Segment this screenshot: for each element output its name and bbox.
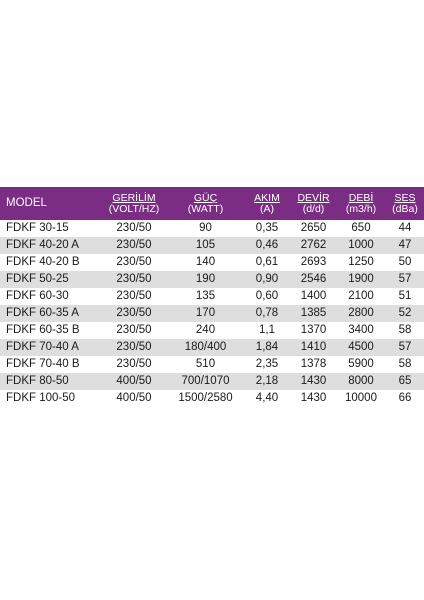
cell-sound: 58 — [398, 324, 412, 336]
cell-power: 140 — [195, 256, 216, 268]
cell-current: 1,84 — [255, 341, 279, 353]
fan-spec-table: MODEL GERİLİM (VOLT/HZ) GÜÇ (WATT) AKIM (A)… — [0, 187, 424, 407]
table-row: FDKF 40-20 A 230/50 105 0,46 2762 1000 4… — [0, 237, 424, 254]
cell-current: 0,78 — [255, 307, 279, 319]
cell-current: 1,1 — [259, 324, 275, 336]
header-current: AKIM (A) — [254, 191, 280, 215]
cell-voltage: 230/50 — [116, 256, 152, 268]
cell-power: 105 — [195, 239, 216, 251]
header-rpm: DEVİR (d/d) — [297, 191, 330, 215]
cell-sound: 51 — [398, 290, 412, 302]
cell-voltage: 230/50 — [116, 358, 152, 370]
table-row: FDKF 40-20 B 230/50 140 0,61 2693 1250 5… — [0, 254, 424, 271]
cell-current: 4,40 — [255, 392, 279, 404]
cell-voltage: 400/50 — [116, 375, 152, 387]
cell-power: 135 — [195, 290, 216, 302]
cell-model: FDKF 100-50 — [6, 392, 76, 404]
cell-power: 90 — [199, 222, 212, 234]
cell-power: 510 — [195, 358, 216, 370]
cell-airflow: 1900 — [348, 273, 374, 285]
cell-model: FDKF 60-35 A — [6, 307, 79, 319]
cell-airflow: 2800 — [348, 307, 374, 319]
cell-model: FDKF 80-50 — [6, 375, 69, 387]
cell-model: FDKF 40-20 A — [6, 239, 79, 251]
cell-sound: 65 — [398, 375, 412, 387]
cell-power: 180/400 — [184, 341, 227, 353]
cell-model: FDKF 60-35 B — [6, 324, 80, 336]
cell-power: 170 — [195, 307, 216, 319]
cell-airflow: 650 — [351, 222, 371, 234]
cell-power: 190 — [195, 273, 216, 285]
cell-current: 0,60 — [255, 290, 279, 302]
table-row: FDKF 70-40 B 230/50 510 2,35 1378 5900 5… — [0, 356, 424, 373]
header-model: MODEL — [6, 197, 47, 209]
cell-model: FDKF 40-20 B — [6, 256, 80, 268]
table-row: FDKF 50-25 230/50 190 0,90 2546 1900 57 — [0, 271, 424, 288]
cell-voltage: 230/50 — [116, 239, 152, 251]
table-row: FDKF 60-35 A 230/50 170 0,78 1385 2800 5… — [0, 305, 424, 322]
table-row: FDKF 60-35 B 230/50 240 1,1 1370 3400 58 — [0, 322, 424, 339]
cell-model: FDKF 70-40 A — [6, 341, 79, 353]
cell-model: FDKF 70-40 B — [6, 358, 80, 370]
cell-sound: 66 — [398, 392, 412, 404]
cell-voltage: 230/50 — [116, 307, 152, 319]
cell-current: 0,61 — [255, 256, 279, 268]
cell-current: 2,18 — [255, 375, 279, 387]
cell-airflow: 4500 — [348, 341, 374, 353]
cell-voltage: 230/50 — [116, 341, 152, 353]
cell-rpm: 2762 — [300, 239, 327, 251]
cell-rpm: 2693 — [300, 256, 327, 268]
header-airflow: DEBİ (m3/h) — [345, 191, 377, 215]
table-row: FDKF 30-15 230/50 90 0,35 2650 650 44 — [0, 220, 424, 237]
cell-sound: 47 — [398, 239, 412, 251]
header-voltage: GERİLİM (VOLT/HZ) — [108, 191, 160, 215]
header-sound: SES (dBa) — [392, 191, 418, 215]
cell-voltage: 400/50 — [116, 392, 152, 404]
cell-voltage: 230/50 — [116, 273, 152, 285]
cell-airflow: 10000 — [345, 392, 377, 404]
cell-rpm: 1378 — [300, 358, 327, 370]
cell-sound: 52 — [398, 307, 412, 319]
cell-model: FDKF 30-15 — [6, 222, 69, 234]
cell-rpm: 2546 — [300, 273, 327, 285]
cell-rpm: 1430 — [300, 392, 327, 404]
cell-rpm: 1385 — [300, 307, 327, 319]
cell-rpm: 1410 — [300, 341, 327, 353]
cell-airflow: 5900 — [348, 358, 374, 370]
cell-sound: 58 — [398, 358, 412, 370]
cell-power: 240 — [195, 324, 216, 336]
cell-rpm: 1430 — [300, 375, 327, 387]
cell-model: FDKF 50-25 — [6, 273, 69, 285]
header-power: GÜÇ (WATT) — [187, 191, 224, 215]
cell-current: 0,90 — [255, 273, 279, 285]
cell-airflow: 1250 — [348, 256, 374, 268]
cell-current: 0,35 — [255, 222, 279, 234]
cell-power: 700/1070 — [181, 375, 230, 387]
table-row: FDKF 70-40 A 230/50 180/400 1,84 1410 45… — [0, 339, 424, 356]
cell-airflow: 3400 — [348, 324, 374, 336]
table-header-row: MODEL GERİLİM (VOLT/HZ) GÜÇ (WATT) AKIM (A)… — [0, 187, 424, 220]
cell-voltage: 230/50 — [116, 290, 152, 302]
cell-rpm: 2650 — [300, 222, 327, 234]
cell-sound: 44 — [398, 222, 412, 234]
cell-power: 1500/2580 — [178, 392, 233, 404]
table-row: FDKF 60-30 230/50 135 0,60 1400 2100 51 — [0, 288, 424, 305]
cell-voltage: 230/50 — [116, 324, 152, 336]
cell-airflow: 2100 — [348, 290, 374, 302]
cell-sound: 50 — [398, 256, 412, 268]
cell-current: 0,46 — [255, 239, 279, 251]
cell-airflow: 8000 — [348, 375, 374, 387]
cell-rpm: 1400 — [300, 290, 327, 302]
cell-model: FDKF 60-30 — [6, 290, 69, 302]
cell-sound: 57 — [398, 273, 412, 285]
cell-current: 2,35 — [255, 358, 279, 370]
table-row: FDKF 80-50 400/50 700/1070 2,18 1430 800… — [0, 373, 424, 390]
cell-sound: 57 — [398, 341, 412, 353]
cell-voltage: 230/50 — [116, 222, 152, 234]
cell-rpm: 1370 — [300, 324, 327, 336]
table-row: FDKF 100-50 400/50 1500/2580 4,40 1430 1… — [0, 390, 424, 407]
cell-airflow: 1000 — [348, 239, 374, 251]
